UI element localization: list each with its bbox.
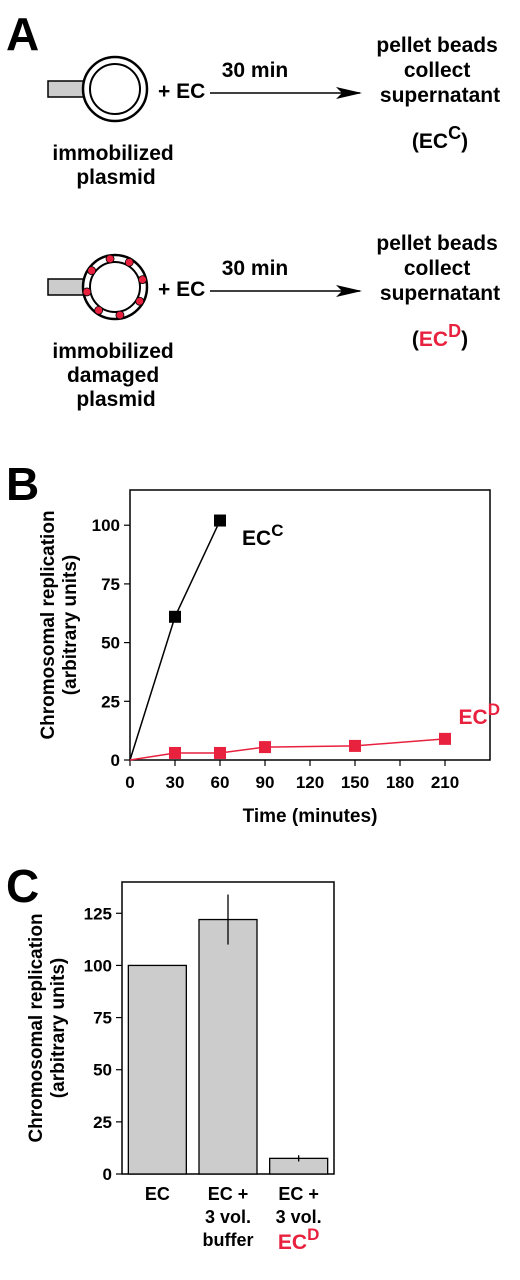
panel-b-letter: B bbox=[6, 458, 39, 510]
y-tick-label: 0 bbox=[103, 1165, 112, 1184]
time-label-2: 30 min bbox=[222, 257, 289, 280]
category-label: buffer bbox=[203, 1230, 254, 1250]
x-tick-label: 0 bbox=[125, 773, 134, 792]
x-tick-label: 60 bbox=[211, 773, 230, 792]
line-chart-replication-time: 0 30 60 90 120 150 180 210 0 25 50 75 100 Time (minut… bbox=[38, 489, 500, 827]
x-tick-label: 210 bbox=[431, 773, 459, 792]
immobilized-plasmid-label-1: immobilized plasmid bbox=[52, 142, 179, 189]
category-label: 3 vol. bbox=[205, 1207, 251, 1227]
data-point-marker bbox=[214, 746, 226, 759]
y-axis-label: Chromosomal replication(arbitrary units) bbox=[26, 913, 69, 1142]
y-tick-label: 125 bbox=[84, 904, 112, 923]
category-label: EC + bbox=[278, 1184, 319, 1204]
damage-site-dot bbox=[94, 305, 104, 315]
data-point-marker bbox=[259, 741, 271, 754]
y-tick-label: 0 bbox=[111, 751, 120, 770]
series-line-ecd bbox=[129, 738, 446, 761]
x-tick-label: 180 bbox=[386, 773, 414, 792]
damage-site-dot bbox=[124, 257, 134, 267]
data-point-marker bbox=[349, 739, 361, 752]
panel-a-letter: A bbox=[6, 8, 39, 60]
product-label-ecc: (ECC) bbox=[412, 123, 468, 153]
product-label-ecd: (ECD) bbox=[412, 321, 468, 351]
plus-ec-1: + EC bbox=[158, 80, 205, 103]
y-tick-label: 50 bbox=[101, 634, 120, 653]
plasmid-row-2: + EC 30 min immobilized damaged plasmid … bbox=[47, 232, 503, 411]
data-point-marker bbox=[169, 610, 181, 623]
y-tick-label: 75 bbox=[93, 1009, 112, 1028]
y-tick-label: 25 bbox=[93, 1113, 112, 1132]
category-label: EC bbox=[145, 1184, 170, 1204]
x-tick-label: 90 bbox=[256, 773, 275, 792]
data-point-marker bbox=[169, 746, 181, 759]
bead-stalk-icon bbox=[47, 80, 87, 98]
damage-site-dot bbox=[82, 287, 92, 297]
plot-frame bbox=[129, 489, 491, 761]
y-tick-label: 100 bbox=[84, 956, 112, 975]
x-tick-label: 30 bbox=[166, 773, 185, 792]
damage-site-dot bbox=[135, 296, 145, 306]
bar bbox=[198, 918, 258, 1175]
damage-site-dot bbox=[115, 310, 125, 320]
plasmid-inner-ring bbox=[89, 63, 141, 115]
x-axis-label: Time (minutes) bbox=[243, 806, 378, 827]
bar-chart-replication: 0 25 50 75 100 125 Chromosomal replication(arb… bbox=[26, 881, 335, 1254]
bead-stalk-icon bbox=[47, 278, 87, 296]
immobilized-damaged-plasmid-label: immobilized damaged plasmid bbox=[52, 340, 179, 411]
panel-c-letter: C bbox=[6, 860, 39, 912]
series-line-ecc bbox=[129, 520, 221, 761]
category-label-ecd: ECD bbox=[278, 1225, 319, 1254]
y-axis-label: Chromosomal replication(arbitrary units) bbox=[38, 510, 81, 739]
series-label-ecd: ECD bbox=[459, 700, 500, 729]
y-tick-label: 75 bbox=[101, 575, 120, 594]
damage-site-dot bbox=[105, 254, 115, 264]
data-point-marker bbox=[214, 514, 226, 527]
y-tick-label: 100 bbox=[92, 516, 120, 535]
series-label-ecc: ECC bbox=[242, 521, 283, 550]
damage-sites bbox=[82, 254, 147, 320]
process-label-2: pellet beads collect supernatant bbox=[376, 232, 503, 305]
plasmid-row-1: + EC 30 min immobilized plasmid pellet b… bbox=[47, 34, 503, 189]
damage-site-dot bbox=[87, 266, 97, 276]
category-label: EC + bbox=[208, 1184, 249, 1204]
time-label-1: 30 min bbox=[222, 59, 289, 82]
plus-ec-2: + EC bbox=[158, 278, 205, 301]
process-label-1: pellet beads collect supernatant bbox=[376, 34, 503, 107]
damage-site-dot bbox=[138, 275, 147, 285]
plasmid-inner-ring bbox=[89, 261, 141, 313]
bar bbox=[127, 964, 187, 1175]
y-tick-label: 50 bbox=[93, 1061, 112, 1080]
x-tick-label: 120 bbox=[296, 773, 324, 792]
y-tick-label: 25 bbox=[101, 692, 120, 711]
data-point-marker bbox=[439, 732, 451, 745]
category-label: 3 vol. bbox=[276, 1207, 322, 1227]
x-tick-label: 150 bbox=[341, 773, 369, 792]
